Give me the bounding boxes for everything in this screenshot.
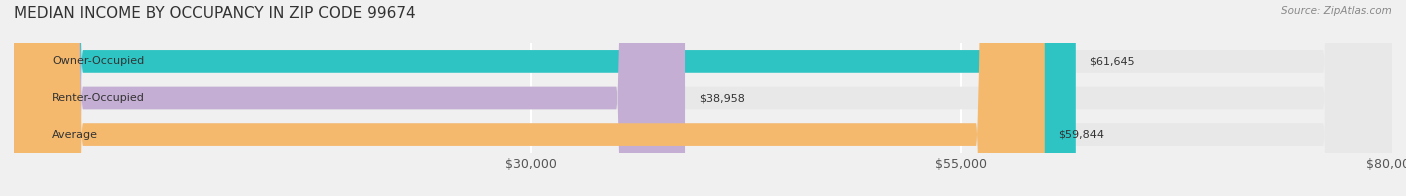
- FancyBboxPatch shape: [14, 0, 1392, 196]
- Text: Owner-Occupied: Owner-Occupied: [52, 56, 145, 66]
- Text: MEDIAN INCOME BY OCCUPANCY IN ZIP CODE 99674: MEDIAN INCOME BY OCCUPANCY IN ZIP CODE 9…: [14, 6, 416, 21]
- FancyBboxPatch shape: [14, 0, 1392, 196]
- Text: $38,958: $38,958: [699, 93, 745, 103]
- FancyBboxPatch shape: [14, 0, 1392, 196]
- Text: Source: ZipAtlas.com: Source: ZipAtlas.com: [1281, 6, 1392, 16]
- FancyBboxPatch shape: [14, 0, 1045, 196]
- Text: Average: Average: [52, 130, 98, 140]
- Text: Renter-Occupied: Renter-Occupied: [52, 93, 145, 103]
- Text: $59,844: $59,844: [1059, 130, 1105, 140]
- FancyBboxPatch shape: [14, 0, 1076, 196]
- Text: $61,645: $61,645: [1090, 56, 1135, 66]
- FancyBboxPatch shape: [14, 0, 685, 196]
